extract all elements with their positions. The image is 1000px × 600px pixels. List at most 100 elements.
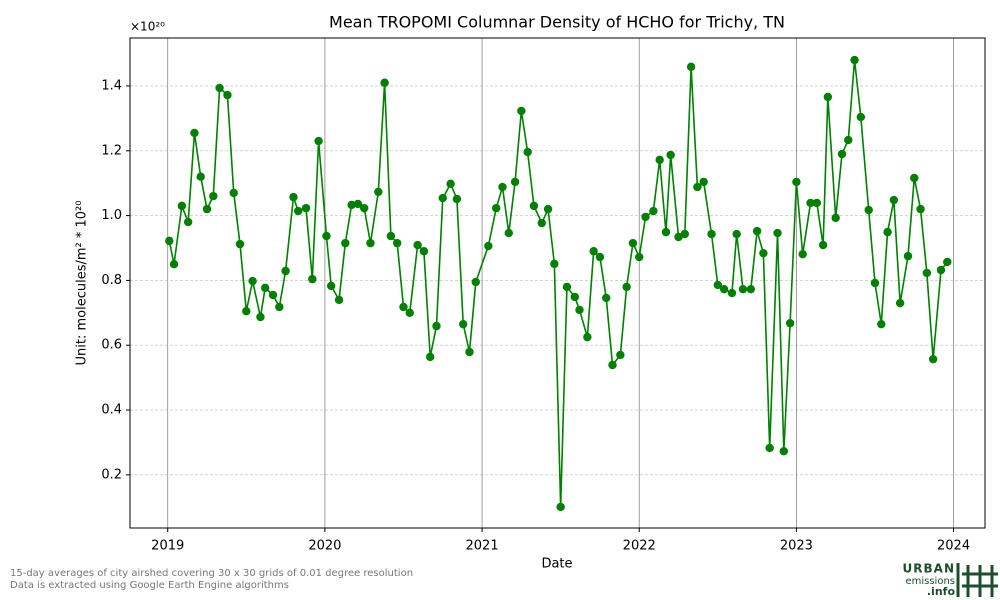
x-axis-label: Date <box>541 557 572 572</box>
data-point <box>844 135 853 145</box>
y-axis-label: Unit: molecules/m² * 10²⁰ <box>75 201 90 366</box>
data-point <box>635 252 644 262</box>
data-point <box>910 173 919 183</box>
y-tick-label: 0.4 <box>101 403 122 418</box>
data-point <box>177 201 187 211</box>
data-point <box>374 187 383 197</box>
data-point <box>785 318 795 328</box>
data-point <box>602 293 611 303</box>
data-point <box>837 149 847 159</box>
data-point <box>550 259 559 269</box>
data-point <box>616 350 625 360</box>
data-point <box>916 204 925 214</box>
data-point <box>465 347 474 357</box>
data-point <box>850 55 859 65</box>
data-point <box>322 231 331 241</box>
data-point <box>347 200 356 210</box>
data-point <box>870 278 880 288</box>
data-point <box>405 308 414 318</box>
data-point <box>889 195 899 205</box>
x-tick-label: 2021 <box>466 539 499 554</box>
data-point <box>562 282 572 292</box>
data-point <box>856 112 866 122</box>
data-line <box>168 59 948 507</box>
data-point <box>583 332 592 342</box>
data-point <box>183 217 193 227</box>
data-point <box>242 306 251 316</box>
footer-note: Data is extracted using Google Earth Eng… <box>10 580 289 591</box>
data-point <box>641 212 650 222</box>
data-point <box>895 298 905 308</box>
data-point <box>359 203 369 213</box>
data-point <box>190 128 199 138</box>
data-point <box>727 288 737 298</box>
logo: URBAN emissions .info <box>903 562 998 598</box>
data-point <box>334 295 344 305</box>
data-point <box>732 229 741 239</box>
data-point <box>765 443 774 453</box>
data-point <box>575 305 584 315</box>
y-tick-label: 1.4 <box>101 78 122 93</box>
chart-title: Mean TROPOMI Columnar Density of HCHO fo… <box>329 13 785 32</box>
logo-icon <box>956 563 998 597</box>
data-point <box>326 281 336 291</box>
y-tick-label: 0.8 <box>101 273 122 288</box>
data-point <box>680 229 690 239</box>
data-point <box>275 302 284 312</box>
data-point <box>392 238 402 248</box>
data-point <box>484 241 493 251</box>
data-point <box>289 192 298 202</box>
data-point <box>517 106 526 116</box>
data-point <box>699 177 708 187</box>
data-point <box>537 218 546 228</box>
data-point <box>746 284 756 294</box>
data-point <box>661 227 671 237</box>
data-point <box>798 249 807 259</box>
logo-text: URBAN <box>903 562 955 576</box>
data-point <box>707 229 716 239</box>
data-point <box>386 231 396 241</box>
x-tick-label: 2019 <box>151 539 184 554</box>
data-point <box>458 319 468 329</box>
y-tick-label: 1.2 <box>101 143 122 158</box>
data-point <box>543 204 553 214</box>
data-point <box>792 177 801 187</box>
data-point <box>693 182 702 192</box>
data-point <box>523 147 532 157</box>
data-point <box>446 179 455 189</box>
y-offset-label: ×10²⁰ <box>130 20 165 34</box>
data-point <box>341 238 350 248</box>
data-point <box>169 260 179 269</box>
data-point <box>823 92 833 102</box>
data-point <box>510 177 520 187</box>
data-point <box>943 257 952 267</box>
data-point <box>903 251 913 261</box>
data-point <box>413 240 422 250</box>
data-point <box>215 83 224 93</box>
data-point <box>773 228 782 238</box>
logo-text: .info <box>927 585 956 598</box>
data-point <box>595 252 605 262</box>
data-point <box>877 319 886 329</box>
data-point <box>864 205 873 215</box>
x-tick-label: 2020 <box>308 539 341 554</box>
y-tick-label: 0.2 <box>101 467 122 482</box>
data-point <box>779 446 789 456</box>
data-point <box>425 352 435 362</box>
data-point <box>922 268 932 278</box>
y-tick-label: 1.0 <box>101 208 122 223</box>
y-tick-label: 0.6 <box>101 338 122 353</box>
data-point <box>399 302 408 312</box>
data-point <box>438 193 447 203</box>
data-point <box>628 238 638 248</box>
data-point <box>936 265 946 275</box>
data-point <box>738 284 748 294</box>
data-point <box>229 188 238 198</box>
data-point <box>831 213 840 223</box>
data-point <box>622 282 631 292</box>
data-point <box>812 198 822 208</box>
data-point <box>196 172 205 181</box>
data-point <box>752 226 762 236</box>
logo-text: emissions <box>905 576 955 587</box>
x-tick-label: 2024 <box>937 539 970 554</box>
